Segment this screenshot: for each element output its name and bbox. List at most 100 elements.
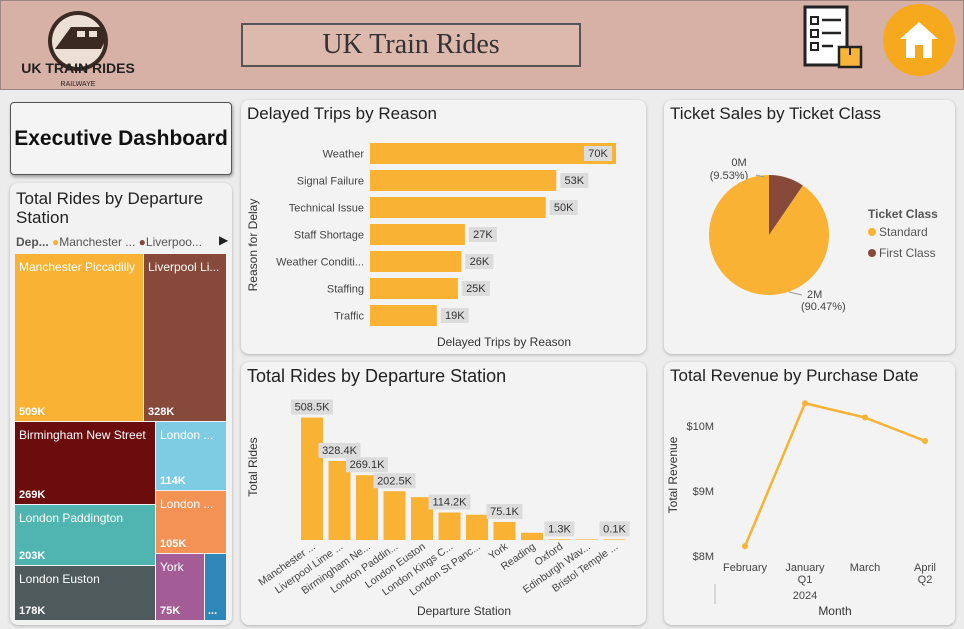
data-label-bg xyxy=(486,503,523,519)
bar[interactable] xyxy=(576,539,598,540)
report-checklist-icon[interactable] xyxy=(801,5,865,71)
pie-legend-first-class[interactable]: First Class xyxy=(879,246,936,260)
bar[interactable] xyxy=(301,417,323,540)
pie-pct-first-class: (9.53%) xyxy=(710,170,749,182)
x-tick-label: March xyxy=(850,562,881,574)
category-label: Technical Issue xyxy=(289,203,364,215)
y-tick-label: $9M xyxy=(693,486,714,498)
bar[interactable] xyxy=(370,224,465,245)
data-point[interactable] xyxy=(742,543,748,550)
data-label-bg xyxy=(468,227,497,242)
tile-label: Birmingham New Street xyxy=(19,428,146,442)
bar[interactable] xyxy=(521,532,543,540)
legend-next-arrow-icon[interactable]: ▶ xyxy=(219,233,229,247)
treemap-title: Total Rides by Departure Station xyxy=(16,189,204,227)
data-label-bg xyxy=(291,399,333,415)
bar[interactable] xyxy=(548,539,571,540)
data-label: 27K xyxy=(473,229,493,241)
tile-value: 328K xyxy=(148,406,175,418)
data-label-bg xyxy=(346,457,388,473)
data-label: 0.1K xyxy=(603,523,626,535)
pie-slice[interactable] xyxy=(769,175,803,235)
bar[interactable] xyxy=(370,251,462,272)
treemap-tile[interactable]: London Paddington 203K xyxy=(15,505,155,565)
bar[interactable] xyxy=(411,497,433,540)
x-axis-label: Departure Station xyxy=(417,604,511,618)
delayed-trips-card: Delayed Trips by Reason Reason for Delay… xyxy=(241,100,646,354)
home-button[interactable] xyxy=(883,4,955,76)
tile-value: 269K xyxy=(19,489,46,501)
data-label-bg xyxy=(318,442,361,458)
station-rides-card: Total Rides by Departure Station Total R… xyxy=(241,362,646,625)
treemap-tile[interactable]: London Euston 178K xyxy=(15,566,155,620)
treemap-tile[interactable]: London ... 114K xyxy=(156,422,226,490)
data-label-bg xyxy=(428,494,471,510)
category-label: Traffic xyxy=(334,311,364,323)
y-axis-label: Reason for Delay xyxy=(246,199,260,292)
legend-item-manchester[interactable]: Manchester ... xyxy=(59,235,136,249)
leader-line xyxy=(755,174,765,178)
pie-legend-title: Ticket Class xyxy=(868,207,938,221)
data-label: 25K xyxy=(466,283,486,295)
category-label: Signal Failure xyxy=(297,176,364,188)
revenue-line[interactable] xyxy=(743,401,926,547)
executive-dashboard-button[interactable]: Executive Dashboard xyxy=(10,102,232,175)
treemap-card: Total Rides by Departure Station Dep... … xyxy=(10,183,232,625)
bar[interactable] xyxy=(603,539,626,540)
treemap-tile[interactable]: York 75K xyxy=(156,554,204,620)
bar[interactable] xyxy=(328,460,351,540)
data-label: 508.5K xyxy=(295,402,331,414)
category-label: Weather Conditi... xyxy=(276,257,364,269)
ticket-sales-chart: 0M (9.53%) 2M (90.47%) Ticket Class Stan… xyxy=(709,157,938,313)
treemap-tile[interactable]: Liverpool Li... 328K xyxy=(144,254,226,421)
data-label-bg xyxy=(373,473,416,489)
bar[interactable] xyxy=(370,197,546,218)
data-point[interactable] xyxy=(922,437,928,444)
data-label-bg xyxy=(440,308,469,323)
tile-label: London ... xyxy=(160,497,214,511)
data-label-bg xyxy=(549,200,578,215)
bar[interactable] xyxy=(370,143,616,164)
treemap-tile[interactable]: ... xyxy=(205,554,226,620)
tile-value: 114K xyxy=(160,475,186,487)
data-label: 70K xyxy=(588,148,608,160)
tile-label: Liverpool Li... xyxy=(148,260,220,274)
legend-item-liverpool[interactable]: Liverpoo... xyxy=(145,235,202,249)
station-rides-chart: Total Rides Departure Station 508.5KManc… xyxy=(246,399,630,618)
x-axis-label: Month xyxy=(818,604,851,618)
category-label: Staffing xyxy=(327,284,364,296)
treemap-tile[interactable]: Birmingham New Street 269K xyxy=(15,422,155,504)
logo-text: UK TRAIN RIDES xyxy=(21,60,135,76)
data-point[interactable] xyxy=(802,400,808,407)
tile-label: Manchester Piccadilly xyxy=(19,260,136,274)
bar[interactable] xyxy=(370,278,458,299)
revenue-card: Total Revenue by Purchase Date Total Rev… xyxy=(664,362,955,625)
treemap-legend: Dep... ●Manchester ... ●Liverpoo... xyxy=(16,235,202,249)
category-label: Weather xyxy=(323,149,365,161)
treemap-tile[interactable]: London ... 105K xyxy=(156,491,226,553)
bar[interactable] xyxy=(438,512,461,540)
bar[interactable] xyxy=(383,491,406,540)
bar[interactable] xyxy=(356,475,378,540)
bar[interactable] xyxy=(466,514,488,540)
data-label: 75.1K xyxy=(490,506,519,518)
ticket-sales-card: Ticket Sales by Ticket Class 0M (9.53%) … xyxy=(664,100,955,354)
logo: UK TRAIN RIDES RAILWAYE xyxy=(21,3,136,89)
tile-label: York xyxy=(160,560,184,574)
data-label-bg xyxy=(544,521,575,537)
bar[interactable] xyxy=(370,170,557,191)
quarter-label: Q1 xyxy=(798,574,813,586)
bar[interactable] xyxy=(493,521,516,540)
data-point[interactable] xyxy=(862,414,868,421)
data-label-bg xyxy=(584,146,612,161)
x-tick-label: February xyxy=(723,562,768,574)
bar[interactable] xyxy=(370,305,437,326)
tile-label: London Euston xyxy=(19,572,100,586)
data-label: 50K xyxy=(554,202,574,214)
legend-dot-icon xyxy=(868,228,876,236)
data-label: 26K xyxy=(470,256,490,268)
y-tick-label: $10M xyxy=(686,421,714,433)
pie-legend-standard[interactable]: Standard xyxy=(879,225,928,239)
treemap-tile[interactable]: Manchester Piccadilly 509K xyxy=(15,254,143,421)
tile-value: 178K xyxy=(19,605,46,617)
